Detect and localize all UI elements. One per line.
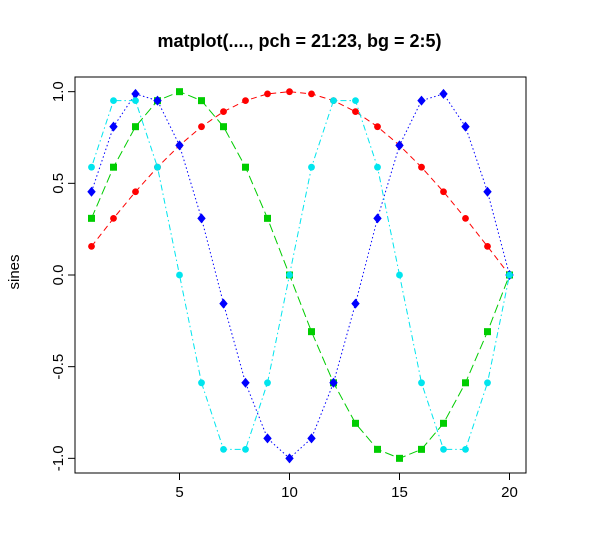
data-point xyxy=(242,97,249,105)
plot-frame xyxy=(74,76,527,474)
data-point xyxy=(176,271,183,279)
data-point xyxy=(110,214,117,222)
data-point xyxy=(506,271,513,279)
data-point xyxy=(132,97,139,105)
data-point xyxy=(484,379,491,387)
data-point xyxy=(308,328,315,336)
data-point xyxy=(132,123,139,131)
x-tick-label: 5 xyxy=(175,484,183,501)
series-4 xyxy=(88,97,513,453)
data-point xyxy=(484,328,491,336)
data-point xyxy=(461,121,470,132)
data-point xyxy=(396,271,403,279)
series-3 xyxy=(87,88,514,464)
data-point xyxy=(440,188,447,196)
data-point xyxy=(483,186,492,197)
data-point xyxy=(417,95,426,106)
series-1 xyxy=(88,88,513,279)
data-point xyxy=(219,298,228,309)
data-point xyxy=(418,445,425,453)
series-2-line xyxy=(91,91,510,459)
data-point xyxy=(352,419,359,427)
data-point xyxy=(198,97,205,105)
data-point xyxy=(351,298,360,309)
series-4-line xyxy=(91,100,510,450)
data-point xyxy=(285,453,294,464)
data-point xyxy=(264,214,271,222)
data-point xyxy=(329,377,338,388)
data-point xyxy=(110,97,117,105)
data-point xyxy=(440,419,447,427)
data-point xyxy=(220,123,227,131)
data-point xyxy=(440,445,447,453)
y-tick-label: 0.5 xyxy=(50,173,67,194)
data-point xyxy=(373,213,382,224)
data-point xyxy=(242,163,249,171)
data-point xyxy=(153,95,162,106)
data-point xyxy=(286,88,293,96)
data-point xyxy=(374,445,381,453)
data-point xyxy=(110,163,117,171)
data-point xyxy=(88,243,95,250)
series-3-line xyxy=(91,93,510,460)
data-point xyxy=(395,140,404,151)
data-point xyxy=(352,97,359,105)
y-tick-label: -1.0 xyxy=(50,445,67,471)
y-axis-label: sines xyxy=(6,254,23,289)
data-point xyxy=(242,445,249,453)
data-point xyxy=(220,445,227,453)
data-point xyxy=(352,108,359,116)
data-point xyxy=(175,140,184,151)
data-point xyxy=(418,379,425,387)
y-tick-label: -0.5 xyxy=(50,354,67,380)
data-point xyxy=(264,90,271,98)
data-point xyxy=(484,243,491,250)
data-point xyxy=(418,163,425,171)
data-point xyxy=(197,213,206,224)
data-point xyxy=(263,433,272,444)
data-point xyxy=(176,88,183,96)
y-axis: -1.0 -0.5 0.0 0.5 1.0 xyxy=(50,81,76,471)
x-tick-label: 15 xyxy=(391,484,408,501)
chart-title: matplot(...., pch = 21:23, bg = 2:5) xyxy=(157,31,441,51)
data-point xyxy=(374,123,381,131)
data-point xyxy=(154,163,161,171)
data-point xyxy=(264,379,271,387)
data-point xyxy=(308,163,315,171)
data-point xyxy=(88,214,95,222)
series-layer xyxy=(87,88,514,464)
data-point xyxy=(396,454,403,462)
data-point xyxy=(462,445,469,453)
x-tick-label: 10 xyxy=(281,484,298,501)
data-point xyxy=(374,163,381,171)
data-point xyxy=(88,163,95,171)
data-point xyxy=(87,186,96,197)
data-point xyxy=(131,88,140,99)
series-2 xyxy=(88,88,513,462)
data-point xyxy=(462,379,469,387)
data-point xyxy=(286,271,293,279)
data-point xyxy=(308,90,315,98)
y-tick-label: 0.0 xyxy=(50,265,67,286)
x-axis: 5 10 15 20 xyxy=(175,472,518,501)
data-point xyxy=(198,123,205,131)
data-point xyxy=(307,433,316,444)
data-point xyxy=(220,108,227,116)
x-tick-label: 20 xyxy=(501,484,518,501)
data-point xyxy=(439,88,448,99)
data-point xyxy=(330,97,337,105)
data-point xyxy=(132,188,139,196)
y-tick-label: 1.0 xyxy=(50,81,67,102)
data-point xyxy=(462,214,469,222)
series-1-line xyxy=(91,91,510,276)
data-point xyxy=(241,377,250,388)
data-point xyxy=(198,379,205,387)
data-point xyxy=(109,121,118,132)
